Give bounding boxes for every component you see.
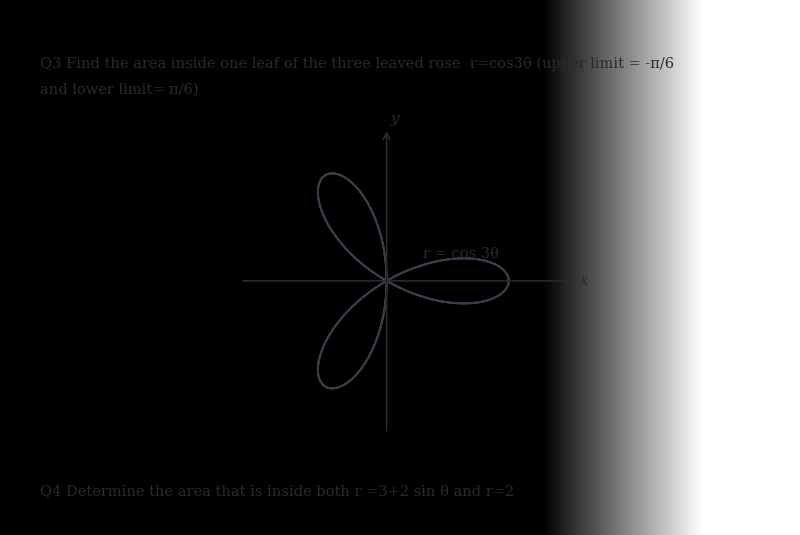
Text: r = cos 3θ: r = cos 3θ <box>423 247 499 261</box>
Text: x: x <box>580 274 588 288</box>
Text: and lower limit= π/6): and lower limit= π/6) <box>40 83 198 97</box>
Text: y: y <box>390 112 399 126</box>
Text: Q4 Determine the area that is inside both r =3+2 sin θ and r=2: Q4 Determine the area that is inside bot… <box>40 484 514 498</box>
Text: Q3 Find the area inside one leaf of the three leaved rose  r=cos3θ (upper limit : Q3 Find the area inside one leaf of the … <box>40 56 674 71</box>
